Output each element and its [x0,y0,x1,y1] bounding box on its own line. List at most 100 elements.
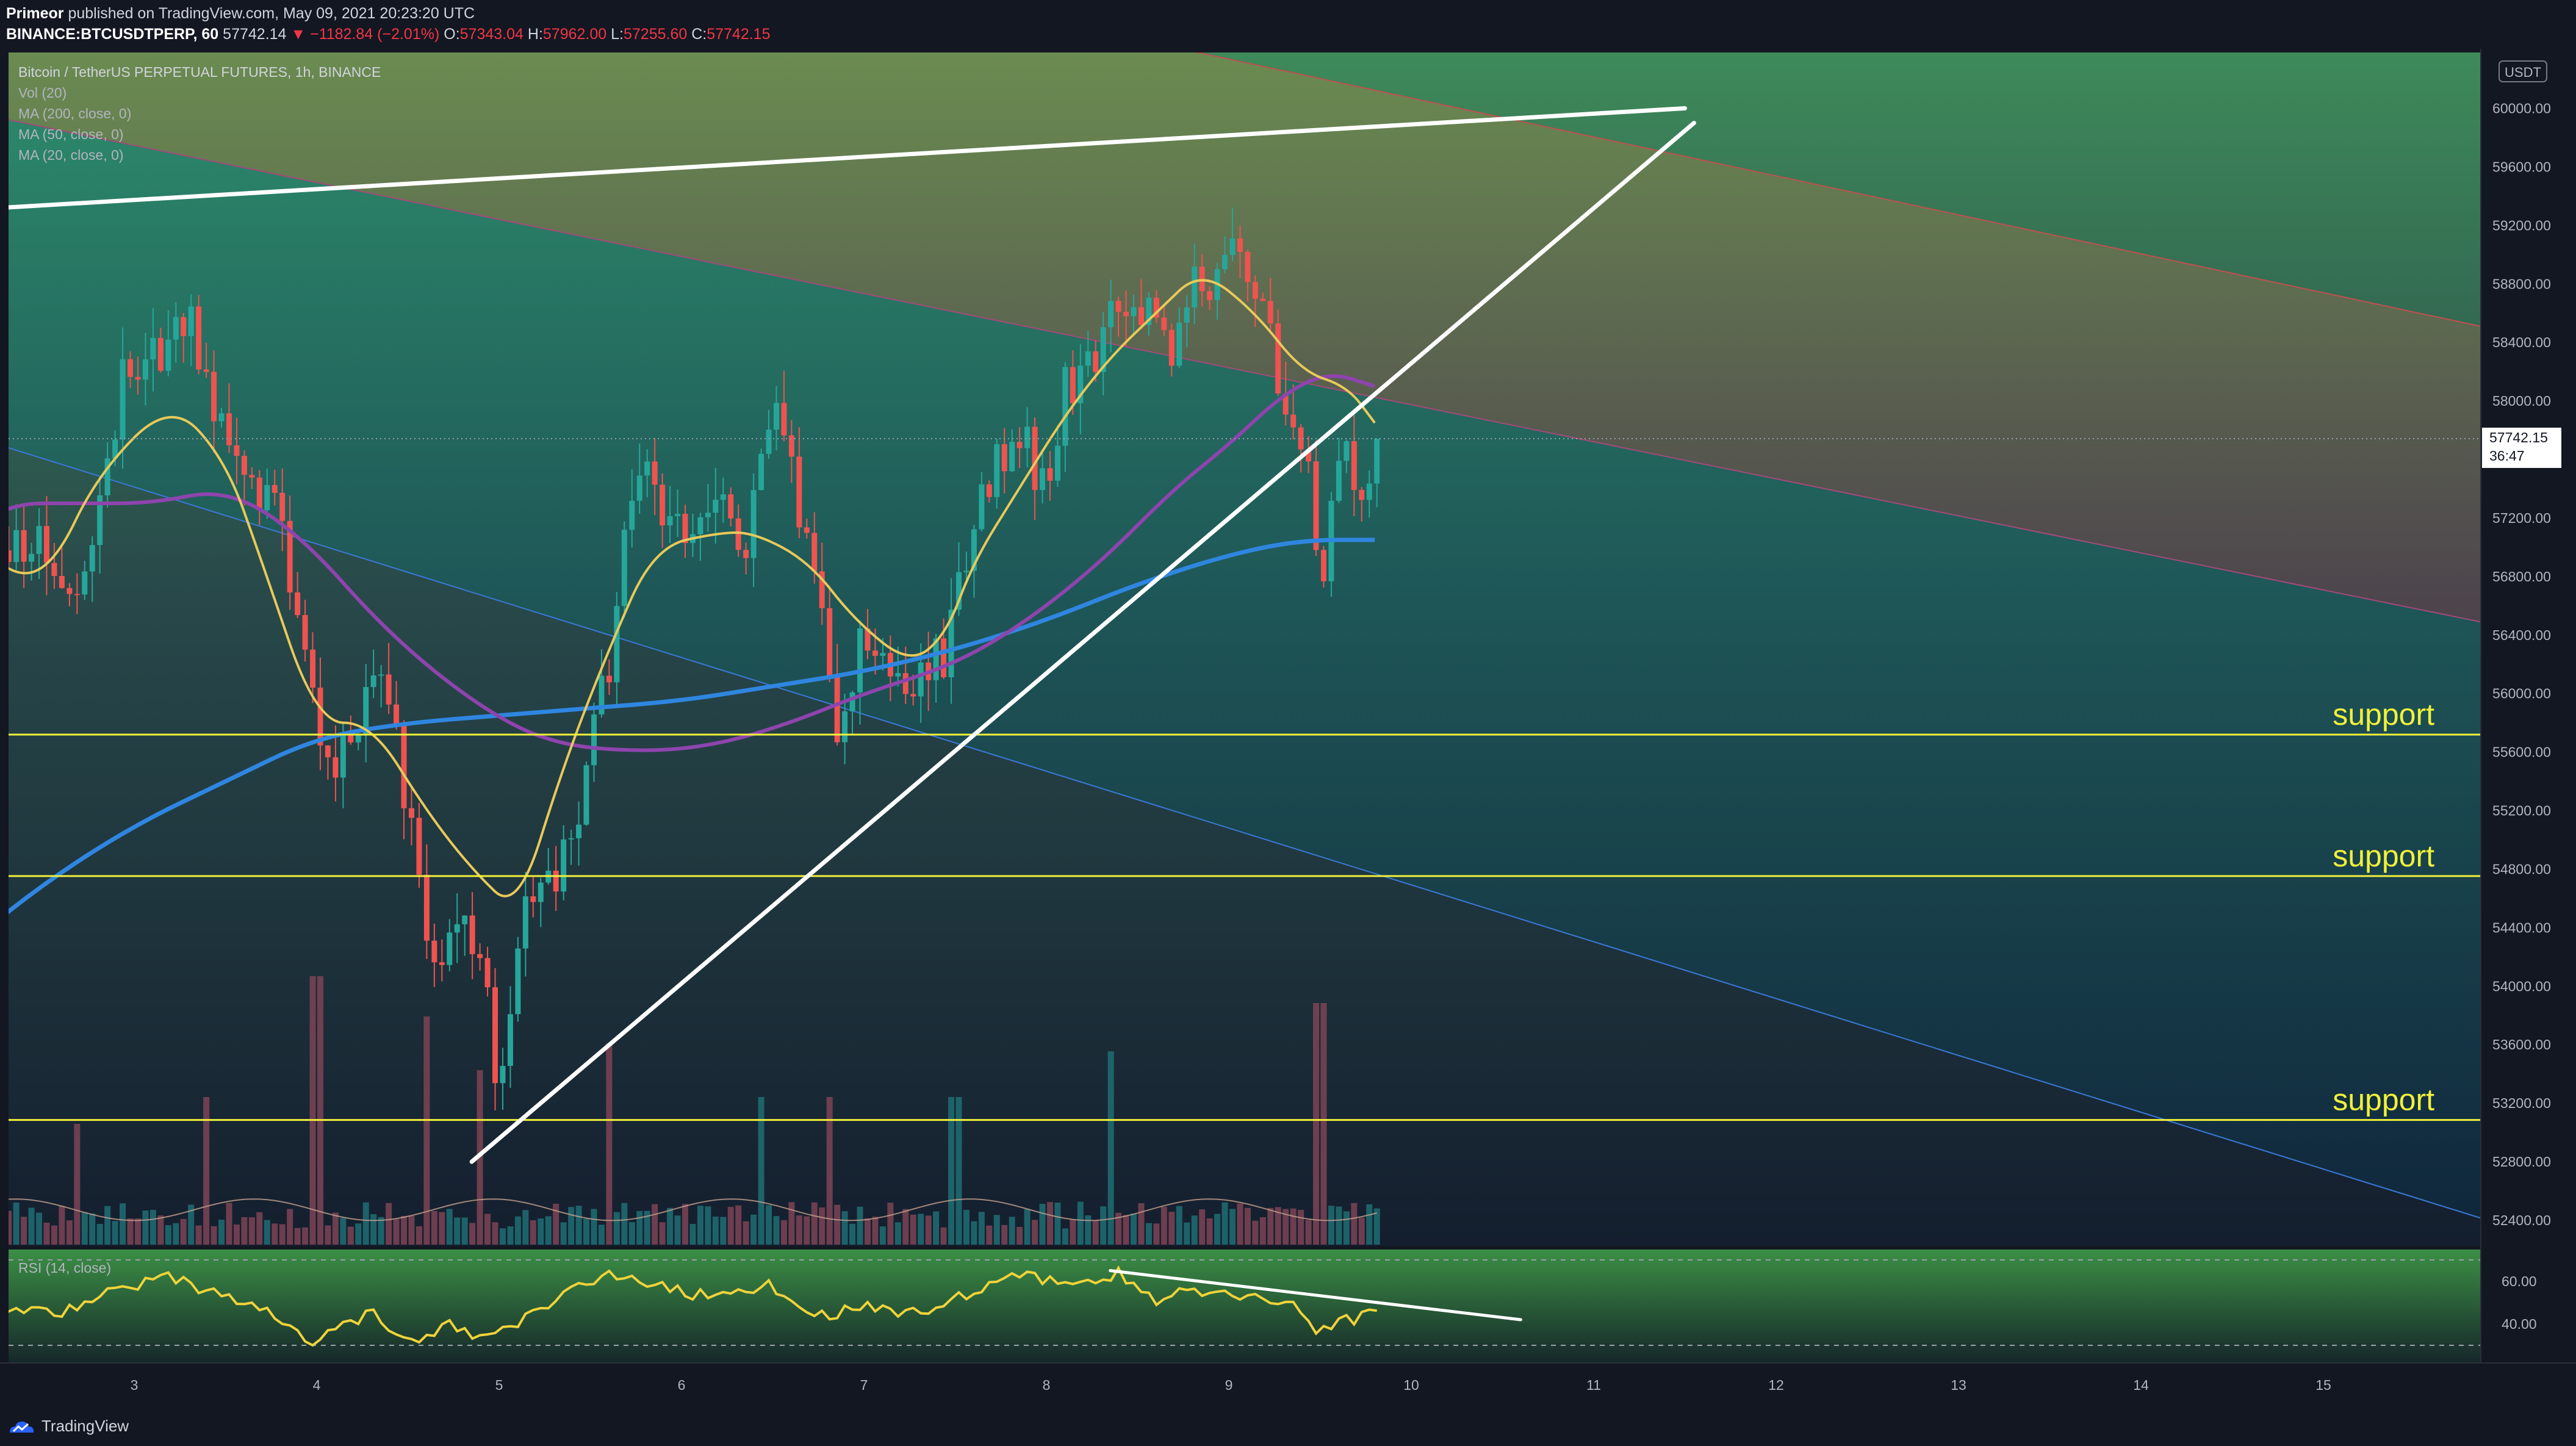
candle-body [933,638,939,680]
candle-body [865,628,871,651]
volume-bar [272,1223,278,1245]
legend-item-volume: Vol (20) [18,85,67,101]
candle-body [21,530,27,562]
author-name[interactable]: Primeor [6,5,64,22]
volume-bar [583,1218,590,1245]
candle-body [1153,297,1159,318]
volume-bar [674,1215,681,1245]
volume-bar [1123,1215,1129,1245]
high-label: H: [527,26,543,43]
candle-body [302,615,308,650]
volume-bar [993,1215,1000,1245]
support-label: support [2333,1083,2434,1117]
candle-body [804,527,810,533]
volume-bar [750,1214,757,1245]
candle-body [1290,414,1297,428]
volume-bar [766,1205,772,1245]
time-axis[interactable] [0,1363,2481,1409]
chart-canvas[interactable]: support55719.18support54752.58support530… [0,0,2576,1409]
legend-item-ma20: MA (20, close, 0) [18,147,124,163]
moving-averages [9,279,1376,915]
currency-badge[interactable] [2499,60,2547,82]
price-tick-label: 58400.00 [2492,334,2551,350]
volume-bar [1366,1204,1373,1245]
open-label: O: [444,26,460,43]
price-tick-label: 57200.00 [2492,510,2551,526]
price-tick-label: 56000.00 [2492,686,2551,702]
candle-body [507,1014,513,1067]
volume-bar [1313,1003,1320,1245]
candle-body [43,526,49,563]
candle-body [112,439,118,459]
volume-bar [233,1224,240,1245]
candle-body [819,571,825,608]
volume-bar [1092,1220,1099,1245]
rsi-pane [9,1259,2481,1347]
candle-body [211,372,217,422]
volume-bar [104,1206,111,1245]
candle-body [788,435,794,457]
volume-bar [287,1209,293,1245]
candle-body [1001,444,1007,472]
candle-body [1359,489,1365,500]
volume-bar [134,1218,141,1245]
volume-bar [1054,1203,1061,1245]
red-channel-lower-line [9,119,2481,623]
volume-bar [918,1214,924,1245]
volume-bar [386,1203,392,1245]
volume-bar [51,1225,57,1245]
volume-bar [317,976,323,1245]
candle-body [880,653,886,656]
volume-bar [294,1228,301,1245]
symbol-label[interactable]: BINANCE:BTCUSDTPERP, 60 [6,26,219,43]
candle-body [462,915,468,924]
time-tick-label: 4 [313,1377,321,1393]
candle-body [310,649,316,688]
volume-bar [461,1217,468,1245]
candle-body [203,369,209,372]
volume-bar [804,1216,810,1245]
candle-body [522,896,528,949]
candle-body [644,461,650,476]
volume-bar [332,1212,339,1245]
candle-body [591,714,597,766]
volume-bar [1160,1206,1167,1245]
candle-body [948,610,954,678]
trendlines[interactable] [0,106,1696,1164]
price-axis[interactable] [2481,49,2576,1363]
volume-bar [1221,1202,1228,1245]
volume-bar [1214,1214,1221,1245]
volume-bar [758,1097,765,1245]
volume-bar [948,1097,955,1245]
candle-body [530,896,536,902]
published-text: published on TradingView.com, May 09, 20… [68,5,475,22]
candle-body [484,958,491,988]
volume-bar [652,1204,658,1245]
candle-body [1040,468,1046,491]
volume-bar [894,1222,901,1245]
price-tick-label: 54400.00 [2492,919,2551,935]
time-tick-label: 13 [1951,1377,1966,1393]
candle-body [773,403,779,430]
trendline-rising-support [469,121,1696,1164]
volume-bar [1229,1209,1236,1245]
volume-bar [1298,1209,1304,1245]
volume-bar [1046,1202,1053,1245]
volume-bar [1305,1220,1312,1245]
candle-body [1275,323,1281,394]
volume-bar [780,1220,787,1245]
candle-body [918,662,924,697]
candle-body [13,530,20,563]
publish-line: Primeor published on TradingView.com, Ma… [6,5,475,23]
volume-bar [393,1219,400,1245]
volume-bar [416,1226,422,1245]
candle-body [811,533,818,572]
volume-bar [621,1203,628,1245]
tradingview-logo[interactable]: TradingView [7,1417,129,1436]
volume-bar [727,1207,734,1245]
candle-body [963,570,970,572]
volume-bar [423,1016,430,1245]
candle-body [766,430,772,454]
volume-bar [439,1212,445,1245]
candle-body [1146,297,1152,325]
